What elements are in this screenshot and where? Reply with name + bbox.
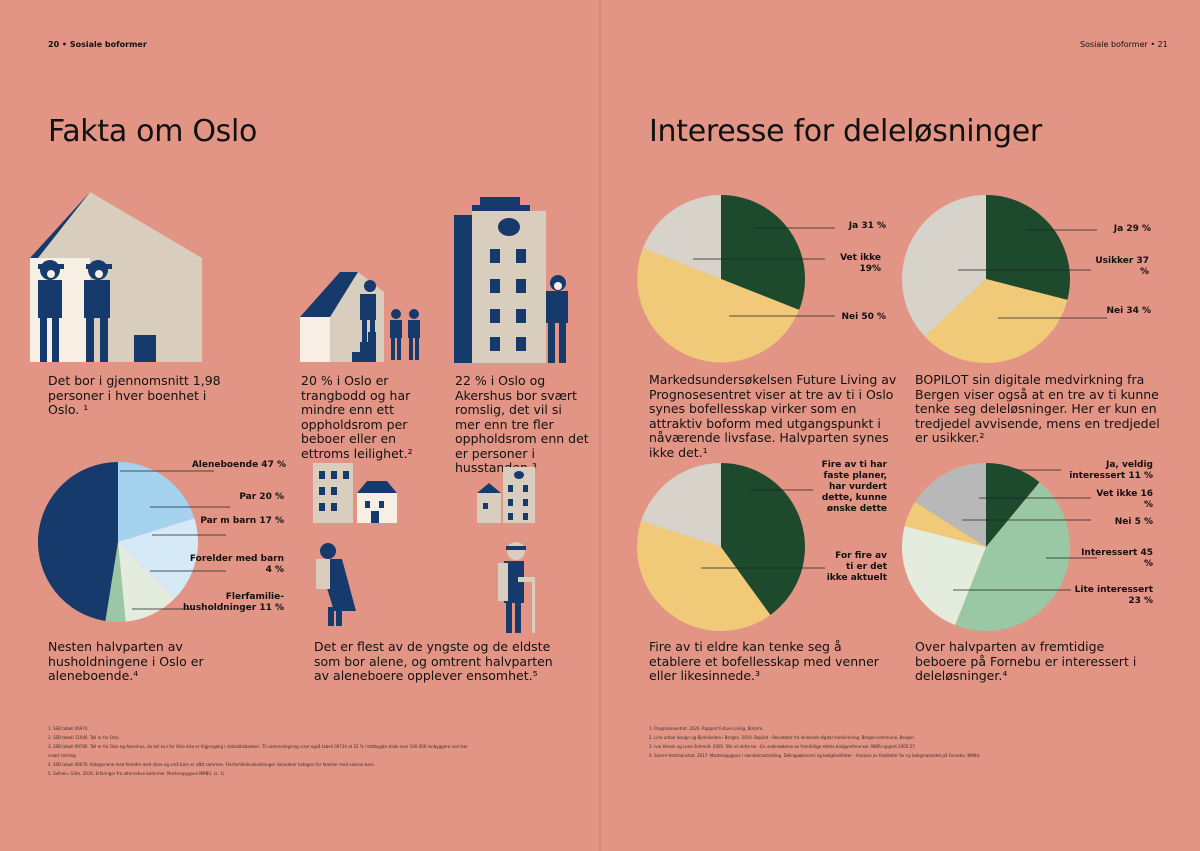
text-crowded: 20 % i Oslo er trangbodd og har mindre e… [301, 373, 413, 461]
pie-slice-fire-av-ti-har-faste-planer-har-vurdert-dette-kunne-ønske-dette [721, 463, 805, 615]
page-title-left: Fakta om Oslo [48, 114, 258, 149]
footnote: 2. SSB tabell 11046. Tall er for Oslo. [48, 735, 120, 740]
pie-slice-aleneboende [37, 462, 118, 621]
page-title-right: Interesse for deleløsninger [649, 114, 1042, 149]
running-head-right: Sosiale boformer • 21 [1080, 40, 1168, 49]
label-flerfamilie: Flerfamilie­husholdninger 11 % [183, 592, 284, 613]
pie-slice-ja [721, 195, 805, 310]
text-bopilot: BOPILOT sin digitale medvirkning fra Ber… [915, 372, 1160, 445]
city-buildings-illustration [313, 463, 397, 523]
pie-slice-forelder-med-barn [105, 542, 126, 623]
text-future-living: Markedsundersøkelsen Future Living av Pr… [649, 372, 897, 460]
label-aleneboende: Aleneboende 47 % [191, 460, 286, 470]
label-future-ja: Ja 31 % [848, 221, 886, 231]
pie-slice-ja [986, 195, 1070, 300]
households-pie-chart [37, 462, 198, 623]
footnote: 4. SSB tabell 06070. Kategoriene med for… [48, 762, 376, 767]
footnote: 2. Lina urban design og Bjerkikoden i Be… [649, 735, 916, 740]
pie-slice-ja-veldig-interessert [986, 463, 1040, 547]
label-fornebu-interessert: Interessert 45 % [1081, 548, 1153, 569]
label-fornebu-nei: Nei 5 % [1114, 517, 1153, 527]
text-aleneboende: Nesten halvparten av husholdningene i Os… [48, 639, 204, 683]
right-page: Sosiale boformer • 21 Interesse for dele… [601, 0, 1200, 851]
label-forelder-med-barn: Forelder med barn 4 % [189, 554, 284, 575]
city-buildings-illustration-2 [477, 467, 535, 523]
label-fornebu-vet-ikke: Vet ikke 16 % [1096, 489, 1153, 510]
footnote: 4. Sverre Hertmanstad. 2017. Masteroppga… [649, 753, 981, 758]
house-with-people-illustration [30, 192, 202, 362]
footnote: 5. Solhein, Gitte. 2016. Erfaringer fra … [48, 771, 225, 776]
label-future-vet-ikke: Vet ikke 19% [840, 253, 881, 274]
footnote: 1. Prognosesentret. 2020. Rapport Future… [649, 726, 764, 731]
pie-slice-for-fire-av-ti-er-det-ikke-aktuelt [636, 521, 771, 632]
eldre-pie-chart [636, 463, 805, 632]
households-leader-lines [120, 470, 230, 610]
label-fornebu-ja-veldig: Ja, veldig interessert 11 % [1069, 460, 1153, 481]
pie-slice-par-m-barn [118, 518, 198, 599]
pie-slice-nei [924, 279, 1068, 363]
bopilot-pie-chart [902, 195, 1070, 363]
pie-slice-vet-ikke [642, 195, 721, 279]
footnotes-right: 1. Prognosesentret. 2020. Rapport Future… [649, 724, 1069, 760]
text-avg-persons: Det bor i gjennomsnitt 1,98 personer i h… [48, 373, 221, 417]
pie-slice-par [118, 462, 195, 542]
running-head-left: 20 • Sosiale boformer [48, 40, 147, 49]
label-future-nei: Nei 50 % [841, 312, 886, 322]
pie-slice-lite-interessert [902, 526, 986, 626]
pie-slice-øvrige [641, 463, 721, 547]
footnote: 3. SSB tabell 09780. Tall er for Oslo og… [48, 744, 468, 758]
pie-slice-vet-ikke [915, 463, 986, 547]
label-fornebu-lite: Lite interessert 23 % [1074, 585, 1153, 606]
label-par: Par 20 % [239, 492, 284, 502]
pie-slice-nei [637, 248, 800, 363]
left-page: 20 • Sosiale boformer Fakta om Oslo [30, 40, 589, 778]
right-leader-lines [693, 227, 1107, 591]
footnotes-left: 1. SSB tabell 06974. 2. SSB tabell 11046… [48, 724, 468, 778]
footnote: 1. SSB tabell 06974. [48, 726, 89, 731]
label-bopilot-nei: Nei 34 % [1106, 306, 1151, 316]
pie-slice-nei [904, 501, 986, 547]
pie-slice-usikker [902, 195, 986, 337]
fornebu-pie-chart [902, 463, 1070, 631]
page-gutter [599, 0, 601, 851]
spacious-building-illustration [454, 197, 568, 363]
text-fornebu: Over halvparten av fremtidige beboere på… [915, 639, 1137, 683]
text-alone-lonely: Det er flest av de yngste og de eldste s… [314, 639, 553, 683]
label-eldre-nei: For fire av ti er det ikke aktuelt [826, 551, 887, 583]
label-bopilot-usikker: Usikker 37 % [1095, 256, 1149, 277]
future-living-pie-chart [637, 195, 805, 363]
footnote: 3. Ivar Brevik og Lena Schmidt. 2005. Sl… [649, 744, 917, 749]
elderly-person-illustration [498, 542, 535, 633]
label-bopilot-ja: Ja 29 % [1113, 224, 1151, 234]
label-par-m-barn: Par m barn 17 % [200, 516, 284, 526]
crowded-house-illustration [300, 272, 420, 362]
label-eldre-ja: Fire av ti har faste planer, har vurdert… [821, 460, 887, 514]
pie-slice-flerfamilie-husholdninger [118, 542, 176, 622]
pie-slice-interessert [955, 482, 1070, 631]
text-eldre: Fire av ti eldre kan tenke seg å etabler… [649, 639, 879, 683]
young-person-illustration [316, 543, 356, 626]
